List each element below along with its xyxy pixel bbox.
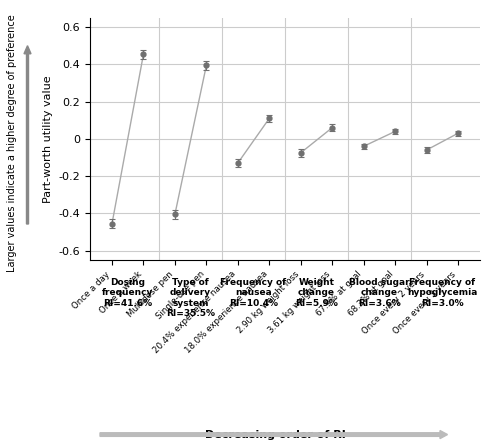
Text: Type of
delivery
system
RI=35.5%: Type of delivery system RI=35.5% <box>166 278 215 318</box>
Text: Blood sugar
change
RI=3.6%: Blood sugar change RI=3.6% <box>349 278 410 308</box>
Text: Decreasing order of RI: Decreasing order of RI <box>204 430 346 439</box>
Y-axis label: Part-worth utility value: Part-worth utility value <box>43 75 53 202</box>
Text: Weight
change
RI=5.9%: Weight change RI=5.9% <box>295 278 338 308</box>
Text: Larger values indicate a higher degree of preference: Larger values indicate a higher degree o… <box>8 14 18 272</box>
Text: Frequency of
hypoglycemia
RI=3.0%: Frequency of hypoglycemia RI=3.0% <box>407 278 478 308</box>
Text: Dosing
frequency
RI=41.6%: Dosing frequency RI=41.6% <box>102 278 154 308</box>
Text: Frequency of
nausea
RI=10.4%: Frequency of nausea RI=10.4% <box>220 278 286 308</box>
